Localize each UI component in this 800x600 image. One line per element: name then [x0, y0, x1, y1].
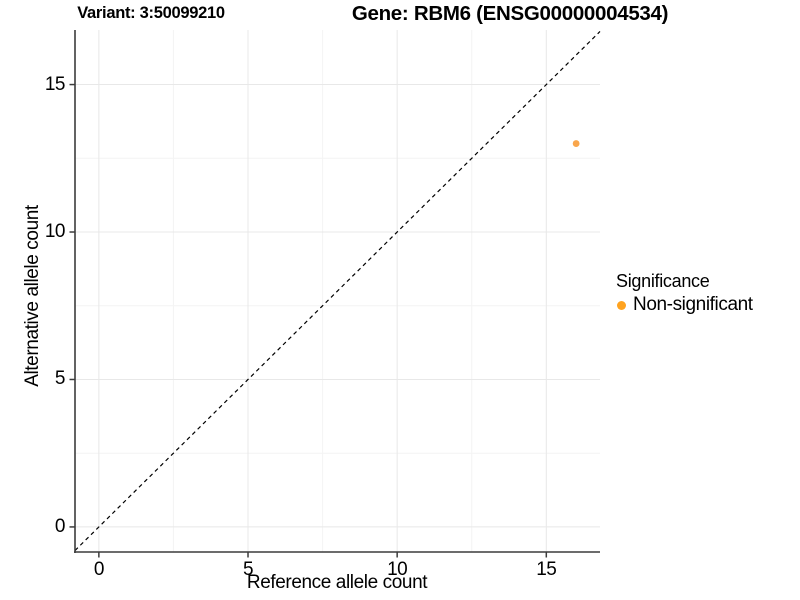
plot-title-variant: Variant: 3:50099210: [77, 4, 225, 22]
data-point: [572, 140, 580, 147]
legend-title: Significance: [616, 271, 710, 291]
legend: Significance Non-significant: [616, 270, 753, 317]
x-tick-label: 10: [387, 559, 408, 580]
y-tick-label: 10: [44, 221, 66, 243]
legend-item-label: Non-significant: [633, 294, 753, 315]
y-tick-label: 5: [54, 368, 66, 390]
x-tick-label: 0: [93, 559, 105, 580]
y-tick-label: 0: [54, 515, 66, 537]
x-axis-title: Reference allele count: [246, 572, 428, 593]
legend-item-non-significant: Non-significant: [616, 293, 753, 317]
identity-dashed-line: [74, 31, 601, 551]
y-tick-label: 15: [44, 73, 66, 95]
x-tick-label: 15: [536, 559, 557, 580]
x-tick-label: 5: [242, 559, 254, 580]
legend-point-icon: [617, 300, 626, 310]
y-axis-title: Alternative allele count: [22, 205, 43, 387]
plot-title-gene: Gene: RBM6 (ENSG00000004534): [351, 2, 669, 25]
